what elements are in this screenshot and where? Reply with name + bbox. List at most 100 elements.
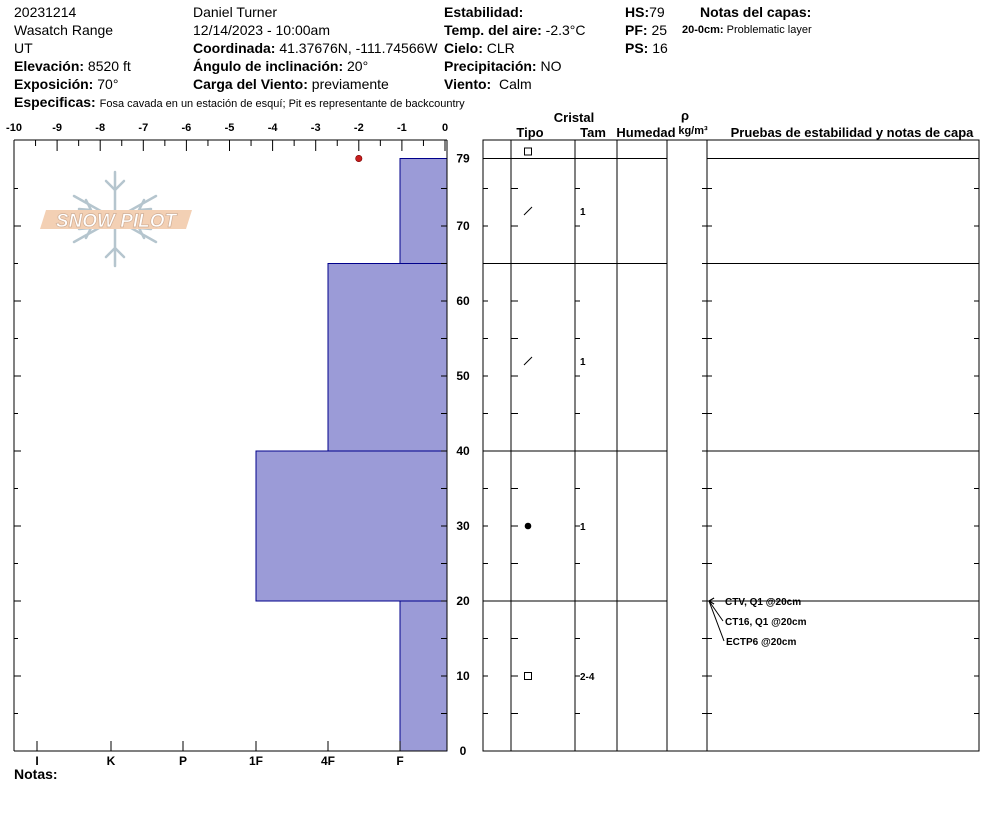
temp-tick-label-2: -8: [95, 122, 105, 134]
sky-label: Cielo:: [444, 40, 483, 56]
height-tick-label-2: 20: [456, 594, 470, 608]
stability-test-arrow-2: [708, 597, 715, 605]
hs-label: HS:: [625, 4, 650, 20]
ps-value: 16: [652, 40, 668, 56]
ps-label: PS:: [625, 40, 649, 56]
col-type-header: Tipo: [516, 125, 543, 140]
date-code: 20231214: [14, 4, 77, 20]
grain-symbol-1: [523, 206, 533, 216]
logo-text: SNOW PILOT: [56, 211, 178, 232]
temp-tick-label-4: -6: [182, 122, 192, 134]
hardness-tick-label-4: 4F: [321, 754, 335, 768]
height-tick-label-3: 30: [456, 519, 470, 533]
col-tests-header: Pruebas de estabilidad y notas de capa: [731, 125, 975, 140]
aspect-value: 70°: [97, 76, 119, 92]
precip-value: NO: [540, 58, 562, 74]
grain-symbol-0: [524, 147, 532, 156]
height-tick-label-7: 70: [456, 219, 470, 233]
grain-symbol-2: [523, 356, 533, 366]
height-tick-label-1: 10: [456, 669, 470, 683]
hardness-tick-label-2: P: [179, 754, 187, 768]
datetime: 12/14/2023 - 10:00am: [193, 22, 330, 38]
air-temp: Temp. del aire: -2.3°C: [444, 22, 586, 38]
hs: HS:79: [625, 4, 665, 20]
sky: Cielo: CLR: [444, 40, 515, 56]
temp-tick-label-6: -4: [268, 122, 279, 134]
wind-load-value: previamente: [311, 76, 389, 92]
pf-value: 25: [651, 22, 668, 38]
stability-test-label-2: ECTP6 @20cm: [726, 637, 796, 648]
observer: Daniel Turner: [193, 4, 278, 20]
wind: Viento: Calm: [444, 76, 532, 92]
col-moisture-header: Humedad: [616, 125, 675, 140]
pf-label: PF:: [625, 22, 648, 38]
air-temp-label: Temp. del aire:: [444, 22, 542, 38]
layer-note: 20-0cm: Problematic layer: [682, 24, 812, 36]
layer-note-text: Problematic layer: [726, 24, 812, 36]
stability-test-pointer-2: [708, 600, 725, 642]
stability-test-pointer-1: [708, 600, 724, 622]
hs-value: 79: [649, 4, 665, 20]
table-frame: [482, 139, 980, 752]
specifics-label: Especificas:: [14, 94, 96, 110]
slope-label: Ángulo de inclinación:: [193, 58, 344, 74]
hardness-layer-3: [399, 600, 448, 752]
specifics: Especificas: Fosa cavada en un estación …: [14, 94, 465, 110]
stability-test-label-1: CT16, Q1 @20cm: [725, 617, 807, 628]
grain-symbol-3: [524, 522, 532, 530]
snowpilot-logo: SNOW PILOT: [40, 170, 192, 268]
precipitation: Precipitación: NO: [444, 58, 561, 74]
aspect-label: Exposición:: [14, 76, 94, 92]
temp-tick-label-1: -9: [52, 122, 62, 134]
temp-tick-label-3: -7: [138, 122, 148, 134]
col-size-header: Tam: [580, 125, 606, 140]
grain-size-1: 1: [580, 207, 586, 218]
height-tick-label-6: 60: [456, 294, 470, 308]
coordinates: Coordinada: 41.37676N, -111.74566W: [193, 40, 438, 56]
col-crystal-header: Cristal: [554, 110, 594, 125]
stability-label: Estabilidad:: [444, 4, 524, 20]
height-tick-label-8: 79: [456, 152, 470, 166]
coord-label: Coordinada:: [193, 40, 276, 56]
grain-size-3: 1: [580, 522, 586, 533]
temp-tick-label-5: -5: [225, 122, 235, 134]
elevation: Elevación: 8520 ft: [14, 58, 131, 74]
air-temp-value: -2.3°C: [545, 22, 586, 38]
temp-tick-label-0: -10: [6, 122, 22, 134]
hardness-layer-2: [255, 450, 448, 602]
hardness-layer-1: [327, 263, 448, 452]
coord-value: 41.37676N, -111.74566W: [279, 40, 438, 56]
height-tick-label-0: 0: [460, 744, 467, 758]
temp-point-0: [355, 155, 363, 163]
wind-label: Viento:: [444, 76, 492, 92]
precip-label: Precipitación:: [444, 58, 537, 74]
grain-symbol-4: [524, 672, 532, 680]
hardness-tick-label-1: K: [107, 754, 116, 768]
specifics-value: Fosa cavada en un estación de esquí; Pit…: [99, 98, 465, 110]
col-rho-header: ρ: [681, 108, 689, 123]
grain-size-4: 2-4: [580, 672, 595, 683]
range-name: Wasatch Range: [14, 22, 114, 38]
hardness-tick-label-0: I: [35, 754, 38, 768]
temp-tick-label-9: -1: [397, 122, 407, 134]
height-tick-label-4: 40: [456, 444, 470, 458]
wind-load-label: Carga del Viento:: [193, 76, 308, 92]
notes-label: Notas:: [14, 766, 58, 782]
sky-value: CLR: [486, 40, 515, 56]
elevation-label: Elevación:: [14, 58, 85, 74]
temp-tick-label-7: -3: [311, 122, 321, 134]
wind-load: Carga del Viento: previamente: [193, 76, 389, 92]
hardness-tick-label-3: 1F: [249, 754, 263, 768]
grain-size-2: 1: [580, 357, 586, 368]
elevation-value: 8520 ft: [87, 58, 131, 74]
wind-value: Calm: [498, 76, 532, 92]
layer-notes-label: Notas del capas:: [700, 4, 812, 20]
slope-angle: Ángulo de inclinación: 20°: [193, 58, 368, 74]
aspect: Exposición: 70°: [14, 76, 118, 92]
stability-test-label-0: CTV, Q1 @20cm: [725, 597, 801, 608]
height-tick-label-5: 50: [456, 369, 470, 383]
pf: PF: 25: [625, 22, 667, 38]
temp-tick-label-10: 0: [442, 122, 448, 134]
slope-value: 20°: [347, 58, 369, 74]
